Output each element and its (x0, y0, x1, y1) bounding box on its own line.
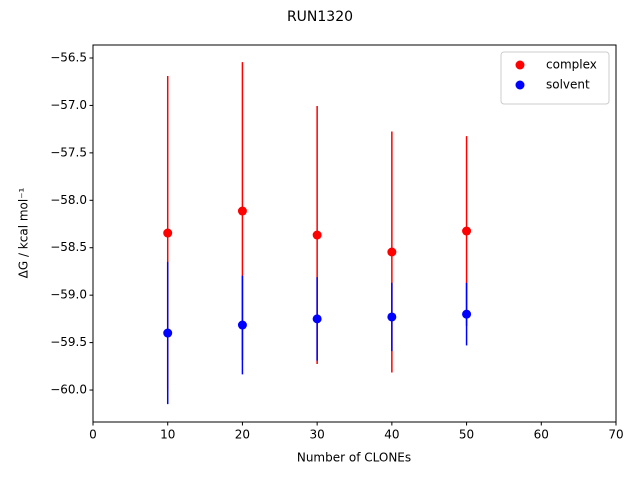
data-point (237, 206, 247, 216)
x-tick-label: 10 (160, 428, 175, 442)
y-tick-label: −58.0 (50, 193, 87, 207)
x-tick-label: 0 (89, 428, 97, 442)
data-point (237, 320, 247, 330)
data-point (312, 314, 322, 324)
data-point (387, 247, 397, 257)
x-tick-label: 20 (235, 428, 250, 442)
legend-label: complex (546, 58, 597, 72)
data-point (163, 328, 173, 338)
x-tick-label: 60 (534, 428, 549, 442)
legend-marker (515, 80, 525, 90)
x-tick-label: 50 (459, 428, 474, 442)
y-tick-label: −56.5 (50, 50, 87, 64)
y-tick-label: −59.5 (50, 335, 87, 349)
data-point (387, 312, 397, 322)
y-tick-label: −57.0 (50, 98, 87, 112)
x-tick-label: 40 (384, 428, 399, 442)
data-point (462, 309, 472, 319)
y-tick-label: −58.5 (50, 240, 87, 254)
data-point (163, 228, 173, 238)
x-axis-label: Number of CLONEs (297, 451, 411, 465)
legend-marker (515, 60, 525, 70)
legend-box (500, 51, 610, 105)
chart-title: RUN1320 (287, 9, 353, 25)
x-tick-label: 30 (310, 428, 325, 442)
y-tick-label: −60.0 (50, 383, 87, 397)
data-point (312, 230, 322, 240)
plot-frame (92, 44, 617, 423)
x-tick-label: 70 (608, 428, 623, 442)
y-tick-label: −59.0 (50, 288, 87, 302)
y-tick-label: −57.5 (50, 145, 87, 159)
data-point (462, 226, 472, 236)
y-axis-label: ΔG / kcal mol⁻¹ (17, 187, 31, 278)
legend-label: solvent (546, 78, 590, 92)
